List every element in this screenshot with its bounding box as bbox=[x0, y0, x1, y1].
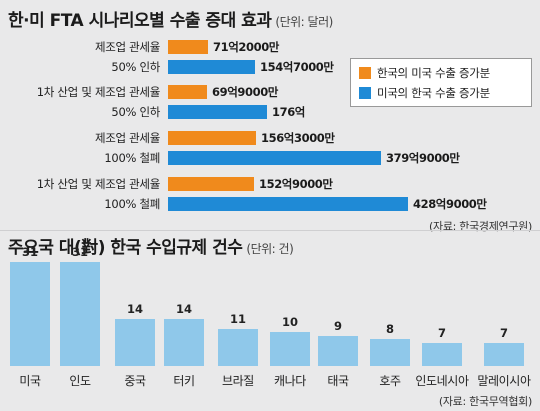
bar-value-label: 71억2000만 bbox=[213, 40, 279, 54]
bar-us bbox=[168, 105, 267, 119]
category-label-line2: 100% 철폐 bbox=[104, 197, 160, 211]
section-divider bbox=[0, 230, 540, 231]
bar-value-label: 154억7000만 bbox=[260, 60, 334, 74]
bar-korea bbox=[168, 85, 207, 99]
bar-value-label: 176억 bbox=[272, 105, 305, 119]
column-value-label: 10 bbox=[281, 315, 298, 329]
column-bar bbox=[270, 332, 310, 366]
column-value-label: 14 bbox=[126, 302, 143, 316]
column-category-label: 태국 bbox=[327, 374, 349, 388]
column-value-label: 9 bbox=[333, 319, 342, 333]
column-category-label: 캐나다 bbox=[274, 374, 306, 388]
column-bar bbox=[115, 319, 155, 366]
category-label-line1: 제조업 관세율 bbox=[94, 40, 160, 54]
bar-korea bbox=[168, 177, 254, 191]
column-value-label: 14 bbox=[175, 302, 192, 316]
column-bar bbox=[370, 339, 410, 366]
column-category-label: 브라질 bbox=[222, 374, 254, 388]
chart2-title: 주요국 대(對) 한국 수입규제 건수 (단위: 건) bbox=[8, 238, 294, 258]
chart1-legend: 한국의 미국 수출 증가분 미국의 한국 수출 증가분 bbox=[350, 58, 532, 107]
category-label-line2: 50% 인하 bbox=[111, 105, 160, 119]
category-label-line2: 100% 철폐 bbox=[104, 151, 160, 165]
bar-value-label: 152억9000만 bbox=[259, 177, 333, 191]
bar-us bbox=[168, 197, 408, 211]
legend-label: 한국의 미국 수출 증가분 bbox=[377, 66, 490, 80]
legend-swatch-blue bbox=[359, 87, 371, 99]
category-label-line1: 1차 산업 및 제조업 관세율 bbox=[36, 85, 161, 99]
column-category-label: 호주 bbox=[379, 374, 401, 388]
bar-value-label: 69억9000만 bbox=[212, 85, 278, 99]
column-bar bbox=[484, 343, 524, 366]
column-bar bbox=[422, 343, 462, 366]
bar-value-label: 428억9000만 bbox=[413, 197, 487, 211]
column-value-label: 31 bbox=[21, 245, 38, 259]
category-label-line1: 제조업 관세율 bbox=[94, 131, 160, 145]
chart2-source: (자료: 한국무역협회) bbox=[438, 395, 532, 408]
bar-korea bbox=[168, 131, 256, 145]
legend-label: 미국의 한국 수출 증가분 bbox=[377, 86, 490, 100]
column-bar bbox=[10, 262, 50, 366]
column-value-label: 31 bbox=[71, 245, 88, 259]
column-category-label: 중국 bbox=[124, 374, 146, 388]
legend-item-us-export: 미국의 한국 수출 증가분 bbox=[359, 85, 490, 101]
column-bar bbox=[318, 336, 358, 366]
legend-swatch-orange bbox=[359, 67, 371, 79]
category-label-line1: 1차 산업 및 제조업 관세율 bbox=[36, 177, 161, 191]
column-category-label: 말레이시아 bbox=[477, 374, 531, 388]
column-category-label: 미국 bbox=[19, 374, 41, 388]
column-category-label: 인도 bbox=[69, 374, 91, 388]
column-category-label: 터키 bbox=[173, 374, 195, 388]
column-value-label: 7 bbox=[437, 326, 446, 340]
bar-value-label: 379억9000만 bbox=[386, 151, 460, 165]
column-value-label: 7 bbox=[499, 326, 508, 340]
chart1-source: (자료: 한국경제연구원) bbox=[429, 220, 532, 233]
column-bar bbox=[60, 262, 100, 366]
column-value-label: 8 bbox=[385, 322, 394, 336]
category-label-line2: 50% 인하 bbox=[111, 60, 160, 74]
column-bar bbox=[218, 329, 258, 366]
legend-item-korea-export: 한국의 미국 수출 증가분 bbox=[359, 65, 490, 81]
bar-us bbox=[168, 151, 381, 165]
bar-us bbox=[168, 60, 255, 74]
chart1-unit: (단위: 달러) bbox=[275, 15, 333, 29]
bar-korea bbox=[168, 40, 208, 54]
column-value-label: 11 bbox=[229, 312, 246, 326]
chart2-unit: (단위: 건) bbox=[246, 242, 294, 256]
column-bar bbox=[164, 319, 204, 366]
bar-value-label: 156억3000만 bbox=[261, 131, 335, 145]
chart1-title: 한·미 FTA 시나리오별 수출 증대 효과 (단위: 달러) bbox=[8, 11, 333, 31]
column-category-label: 인도네시아 bbox=[415, 374, 469, 388]
